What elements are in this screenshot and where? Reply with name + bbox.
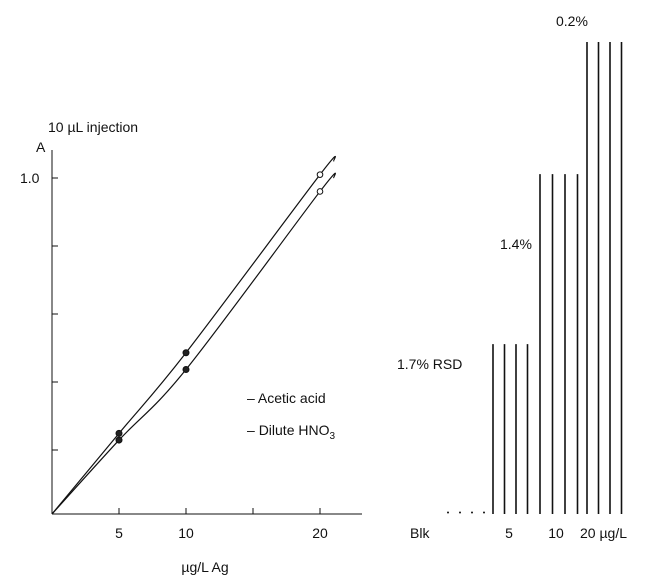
x-tick-label: 10 <box>178 525 194 541</box>
x-axis-label: µg/L Ag <box>181 559 228 575</box>
annotation-rsd-5: 1.7% RSD <box>397 356 462 372</box>
legend-item-dilute-hno3: – Dilute HNO3 <box>247 422 335 442</box>
x-tick-label-10: 10 <box>548 525 564 541</box>
x-tick-label: 5 <box>115 525 123 541</box>
series-points-dilute-hno3 <box>115 188 324 444</box>
annotation-rsd-10: 1.4% <box>500 236 532 252</box>
data-point-dilute-hno3-20 <box>316 188 324 195</box>
chart-title: 10 µL injection <box>48 119 138 135</box>
peak-blk-2 <box>459 511 461 514</box>
series-line-dilute-hno3 <box>51 172 336 515</box>
y-ticks <box>52 177 58 451</box>
data-point-dilute-hno3-10 <box>182 366 190 374</box>
legend: – Acetic acid – Dilute HNO3 <box>247 390 335 442</box>
x-ticks <box>118 508 321 514</box>
x-tick-label-blk: Blk <box>410 525 430 541</box>
peak-blk-1 <box>447 511 449 514</box>
y-axis-label: A <box>36 139 46 155</box>
data-point-acetic-acid-10 <box>182 349 190 357</box>
peak-blk-4 <box>483 511 485 514</box>
x-tick-label-5: 5 <box>505 525 513 541</box>
series-line-acetic-acid <box>51 155 336 515</box>
legend-item-acetic-acid: – Acetic acid <box>247 390 326 406</box>
data-point-acetic-acid-20 <box>316 171 324 178</box>
peak-bars <box>447 42 623 514</box>
series-points-acetic-acid <box>115 171 324 437</box>
calibration-chart: 10 µL injection A 1.0 5 10 20 µg/L Ag – … <box>20 119 362 575</box>
x-tick-label: 20 <box>312 525 328 541</box>
annotation-rsd-20: 0.2% <box>556 13 588 29</box>
data-point-acetic-acid-5 <box>115 429 123 437</box>
data-point-dilute-hno3-5 <box>115 436 123 444</box>
peak-blk-3 <box>471 511 473 514</box>
x-tick-label-20: 20 µg/L <box>580 525 627 541</box>
y-tick-label: 1.0 <box>20 170 40 186</box>
replicate-peaks-chart: 1.7% RSD 1.4% 0.2% Blk 5 10 20 µg/L <box>397 13 627 541</box>
